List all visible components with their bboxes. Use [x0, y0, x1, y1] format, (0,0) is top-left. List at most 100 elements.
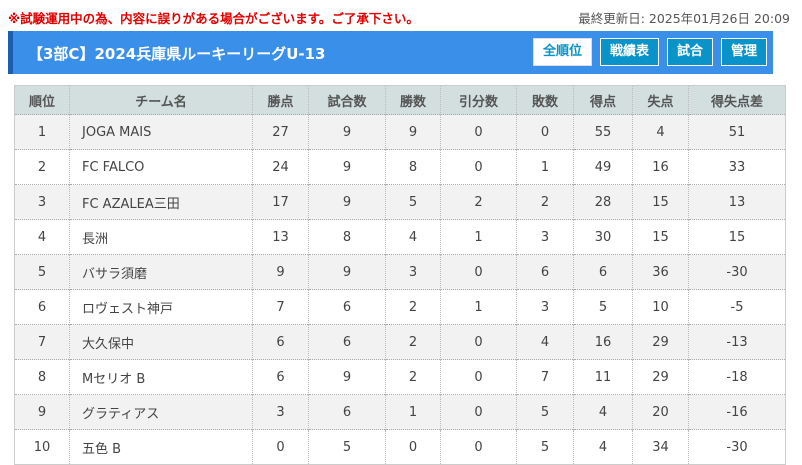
col-header-goals-for: 得点 — [573, 85, 633, 115]
cell-rank: 10 — [14, 429, 70, 465]
col-header-rank: 順位 — [14, 85, 70, 115]
cell-goals-against: 36 — [632, 254, 689, 290]
cell-losses: 6 — [516, 254, 574, 290]
cell-goals-against: 15 — [632, 184, 689, 220]
cell-draws: 0 — [440, 359, 517, 395]
cell-goals-against: 16 — [632, 149, 689, 185]
cell-played: 9 — [308, 149, 386, 185]
cell-team-name: 五色 B — [69, 429, 253, 465]
admin-button[interactable]: 管理 — [720, 38, 767, 66]
cell-goal-diff: -18 — [688, 359, 786, 395]
cell-goals-for: 55 — [573, 114, 633, 150]
cell-wins: 5 — [385, 184, 441, 220]
cell-losses: 5 — [516, 394, 574, 430]
cell-team-name: Mセリオ B — [69, 359, 253, 395]
col-header-losses: 敗数 — [516, 85, 574, 115]
cell-draws: 0 — [440, 254, 517, 290]
cell-goals-for: 11 — [573, 359, 633, 395]
cell-played: 5 — [308, 429, 386, 465]
cell-draws: 2 — [440, 184, 517, 220]
cell-rank: 7 — [14, 324, 70, 360]
cell-goal-diff: 33 — [688, 149, 786, 185]
cell-points: 6 — [252, 324, 309, 360]
cell-losses: 1 — [516, 149, 574, 185]
cell-losses: 3 — [516, 289, 574, 325]
cell-played: 9 — [308, 114, 386, 150]
cell-points: 27 — [252, 114, 309, 150]
cell-goals-for: 49 — [573, 149, 633, 185]
table-row: 5 バサラ須磨 9 9 3 0 6 6 36 -30 — [14, 254, 786, 290]
cell-losses: 0 — [516, 114, 574, 150]
cell-team-name: バサラ須磨 — [69, 254, 253, 290]
cell-team-name: グラティアス — [69, 394, 253, 430]
cell-goals-for: 4 — [573, 429, 633, 465]
cell-losses: 4 — [516, 324, 574, 360]
all-standings-button[interactable]: 全順位 — [532, 38, 592, 66]
cell-points: 13 — [252, 219, 309, 255]
cell-losses: 3 — [516, 219, 574, 255]
table-row: 8 Mセリオ B 6 9 2 0 7 11 29 -18 — [14, 359, 786, 395]
cell-team-name: JOGA MAIS — [69, 114, 253, 150]
cell-played: 9 — [308, 184, 386, 220]
table-row: 10 五色 B 0 5 0 0 5 4 34 -30 — [14, 429, 786, 465]
trial-notice: ※試験運用中の為、内容に誤りがある場合がございます。ご了承下さい。 — [8, 11, 419, 26]
league-title: 【3部C】2024兵庫県ルーキーリーグU-13 — [28, 45, 326, 63]
cell-points: 6 — [252, 359, 309, 395]
cell-goal-diff: -16 — [688, 394, 786, 430]
cell-wins: 2 — [385, 324, 441, 360]
view-buttons: 全順位 戦績表 試合 管理 — [532, 38, 767, 66]
cell-goals-for: 30 — [573, 219, 633, 255]
cell-played: 6 — [308, 394, 386, 430]
col-header-wins: 勝数 — [385, 85, 441, 115]
cell-played: 6 — [308, 324, 386, 360]
cell-goal-diff: -13 — [688, 324, 786, 360]
cell-draws: 1 — [440, 219, 517, 255]
cell-losses: 2 — [516, 184, 574, 220]
col-header-goals-against: 失点 — [632, 85, 689, 115]
cell-played: 9 — [308, 359, 386, 395]
cell-goal-diff: 51 — [688, 114, 786, 150]
cell-goals-against: 29 — [632, 324, 689, 360]
cell-losses: 5 — [516, 429, 574, 465]
cell-played: 8 — [308, 219, 386, 255]
cell-team-name: 大久保中 — [69, 324, 253, 360]
table-row: 2 FC FALCO 24 9 8 0 1 49 16 33 — [14, 149, 786, 185]
cell-wins: 2 — [385, 359, 441, 395]
cell-draws: 0 — [440, 394, 517, 430]
results-table-button[interactable]: 戦績表 — [599, 38, 659, 66]
cell-played: 6 — [308, 289, 386, 325]
cell-goals-against: 20 — [632, 394, 689, 430]
cell-points: 7 — [252, 289, 309, 325]
cell-goal-diff: 13 — [688, 184, 786, 220]
cell-goal-diff: -30 — [688, 429, 786, 465]
cell-played: 9 — [308, 254, 386, 290]
cell-team-name: FC AZALEA三田 — [69, 184, 253, 220]
cell-draws: 0 — [440, 429, 517, 465]
table-row: 6 ロヴェスト神戸 7 6 2 1 3 5 10 -5 — [14, 289, 786, 325]
cell-wins: 9 — [385, 114, 441, 150]
cell-team-name: 長洲 — [69, 219, 253, 255]
col-header-goal-diff: 得失点差 — [688, 85, 786, 115]
league-header: 【3部C】2024兵庫県ルーキーリーグU-13 全順位 戦績表 試合 管理 — [8, 31, 773, 74]
cell-wins: 1 — [385, 394, 441, 430]
cell-points: 3 — [252, 394, 309, 430]
cell-goal-diff: -30 — [688, 254, 786, 290]
cell-points: 24 — [252, 149, 309, 185]
cell-rank: 9 — [14, 394, 70, 430]
cell-rank: 4 — [14, 219, 70, 255]
cell-wins: 0 — [385, 429, 441, 465]
matches-button[interactable]: 試合 — [666, 38, 713, 66]
cell-rank: 3 — [14, 184, 70, 220]
cell-goals-for: 28 — [573, 184, 633, 220]
col-header-draws: 引分数 — [440, 85, 517, 115]
cell-rank: 6 — [14, 289, 70, 325]
cell-goals-for: 4 — [573, 394, 633, 430]
cell-wins: 8 — [385, 149, 441, 185]
cell-points: 0 — [252, 429, 309, 465]
cell-goals-for: 16 — [573, 324, 633, 360]
col-header-points: 勝点 — [252, 85, 309, 115]
cell-wins: 4 — [385, 219, 441, 255]
cell-goals-against: 29 — [632, 359, 689, 395]
cell-rank: 1 — [14, 114, 70, 150]
cell-draws: 0 — [440, 324, 517, 360]
